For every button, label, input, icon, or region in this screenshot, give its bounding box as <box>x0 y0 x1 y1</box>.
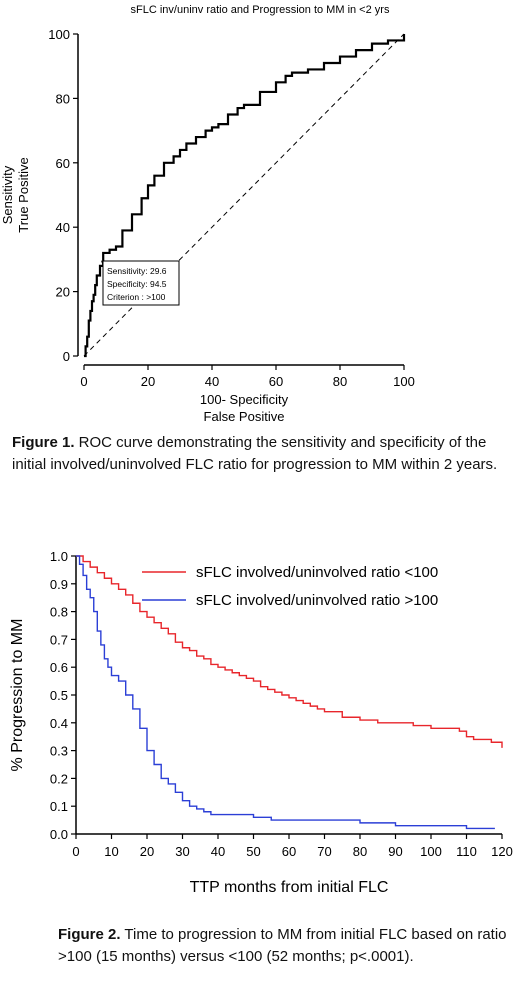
x-tick-label: 70 <box>317 844 331 859</box>
legend-label-1: sFLC involved/uninvolved ratio <100 <box>196 564 438 581</box>
x-axis-label: TTP months from initial FLC <box>190 879 389 896</box>
y-axis-label: % Progression to MM <box>9 619 26 772</box>
y-axis-label: Sensitivity <box>0 165 15 224</box>
x-tick-label: 110 <box>456 844 477 859</box>
x-tick-label: 60 <box>269 374 283 389</box>
x-tick-label: 60 <box>282 844 296 859</box>
criterion-annotation-pointer <box>101 260 104 266</box>
y-tick-label: 0.5 <box>50 688 68 703</box>
y-tick-label: 1.0 <box>50 549 68 564</box>
x-tick-label: 20 <box>140 844 154 859</box>
figure2-caption: Figure 2. Time to progression to MM from… <box>58 924 508 968</box>
x-tick-label: 10 <box>104 844 118 859</box>
figure2-progression-chart: 0.0 0.1 0.2 0.3 0.4 0.5 0.6 0.7 0.8 0.9 1.0 0 10 20 30… <box>9 549 513 896</box>
y-tick-label: 40 <box>56 220 70 235</box>
x-tick-label: 100 <box>393 374 415 389</box>
x-axis-label: False Positive <box>204 409 285 424</box>
x-tick-label: 100 <box>420 844 442 859</box>
y-tick-label: 0.1 <box>50 799 68 814</box>
x-tick-label: 40 <box>205 374 219 389</box>
chart-title: sFLC inv/uninv ratio and Progression to … <box>131 4 390 16</box>
series-line-1 <box>76 555 503 748</box>
x-axis-label: 100- Specificity <box>200 392 289 407</box>
x-tick-label: 20 <box>141 374 155 389</box>
roc-curve-line <box>84 34 406 358</box>
y-tick-label: 100 <box>48 27 70 42</box>
x-tick-label: 120 <box>491 844 513 859</box>
y-tick-label: 0.8 <box>50 605 68 620</box>
criterion-annotation-text: Sensitivity: 29.6 <box>107 266 167 276</box>
y-tick-label: 0.6 <box>50 660 68 675</box>
figure1-caption: Figure 1. ROC curve demonstrating the se… <box>12 432 512 476</box>
y-tick-label: 0.3 <box>50 744 68 759</box>
criterion-annotation-box <box>102 260 180 306</box>
series-line-2 <box>76 555 495 830</box>
x-tick-label: 30 <box>175 844 189 859</box>
y-tick-label: 0.0 <box>50 827 68 842</box>
y-tick-label: 0.4 <box>50 716 68 731</box>
y-tick-label: 0 <box>63 349 70 364</box>
y-tick-label: 0.2 <box>50 771 68 786</box>
y-tick-label: 60 <box>56 156 70 171</box>
x-tick-label: 40 <box>211 844 225 859</box>
figure1-roc-chart: sFLC inv/uninv ratio and Progression to … <box>0 4 415 424</box>
x-tick-label: 80 <box>353 844 367 859</box>
x-tick-label: 0 <box>72 844 79 859</box>
criterion-annotation-text: Criterion : >100 <box>107 292 166 302</box>
figure1-caption-label: Figure 1. <box>12 434 75 451</box>
x-tick-label: 0 <box>80 374 87 389</box>
legend-label-2: sFLC involved/uninvolved ratio >100 <box>196 592 438 609</box>
y-tick-label: 0.9 <box>50 577 68 592</box>
figure2-caption-text: Time to progression to MM from initial F… <box>58 926 507 965</box>
x-tick-label: 80 <box>333 374 347 389</box>
reference-diagonal-line <box>83 33 405 357</box>
y-tick-label: 20 <box>56 285 70 300</box>
figure1-caption-text: ROC curve demonstrating the sensitivity … <box>12 434 498 473</box>
x-tick-label: 90 <box>388 844 402 859</box>
y-tick-label: 80 <box>56 91 70 106</box>
criterion-annotation-text: Specificity: 94.5 <box>107 279 167 289</box>
x-tick-label: 50 <box>246 844 260 859</box>
y-axis-label: True Positive <box>16 157 31 232</box>
figure2-caption-label: Figure 2. <box>58 926 121 943</box>
y-tick-label: 0.7 <box>50 632 68 647</box>
